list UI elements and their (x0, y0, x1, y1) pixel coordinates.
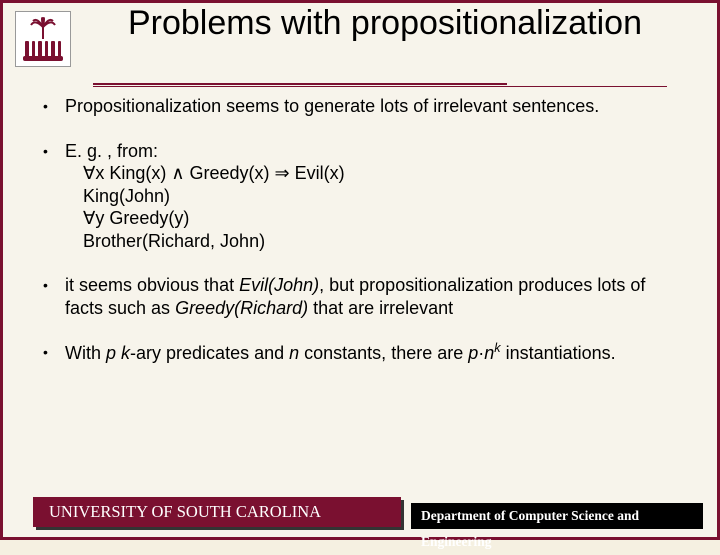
footer: UNIVERSITY OF SOUTH CAROLINA Department … (21, 493, 717, 529)
university-logo (15, 11, 71, 67)
footer-department: Department of Computer Science and Engin… (411, 503, 703, 529)
bullet-1: • Propositionalization seems to generate… (43, 95, 681, 118)
bullet-dot: • (43, 274, 65, 319)
bullet-dot: • (43, 140, 65, 253)
bullet-2-lead: E. g. , from: (65, 140, 681, 163)
bullet-3: • it seems obvious that Evil(John), but … (43, 274, 681, 319)
slide-frame: Problems with propositionalization • Pro… (0, 0, 720, 540)
bullet-dot: • (43, 95, 65, 118)
bullet-2-l1: ∀x King(x) ∧ Greedy(x) ⇒ Evil(x) (65, 162, 681, 185)
bullet-dot: • (43, 341, 65, 365)
title-underline (93, 83, 507, 85)
bullet-2-l2: King(John) (65, 185, 681, 208)
slide-title: Problems with propositionalization (93, 5, 677, 42)
bullet-2-l3: ∀y Greedy(y) (65, 207, 681, 230)
bullet-3-text: it seems obvious that Evil(John), but pr… (65, 274, 681, 319)
bullet-2-l4: Brother(Richard, John) (65, 230, 681, 253)
footer-university: UNIVERSITY OF SOUTH CAROLINA (33, 497, 401, 527)
bullet-1-text: Propositionalization seems to generate l… (65, 95, 681, 118)
palmetto-icon (29, 17, 57, 39)
bullet-4-text: With p k-ary predicates and n constants,… (65, 341, 681, 365)
slide-body: • Propositionalization seems to generate… (43, 95, 681, 477)
bullet-2: • E. g. , from: ∀x King(x) ∧ Greedy(x) ⇒… (43, 140, 681, 253)
bullet-2-text: E. g. , from: ∀x King(x) ∧ Greedy(x) ⇒ E… (65, 140, 681, 253)
bullet-4: • With p k-ary predicates and n constant… (43, 341, 681, 365)
